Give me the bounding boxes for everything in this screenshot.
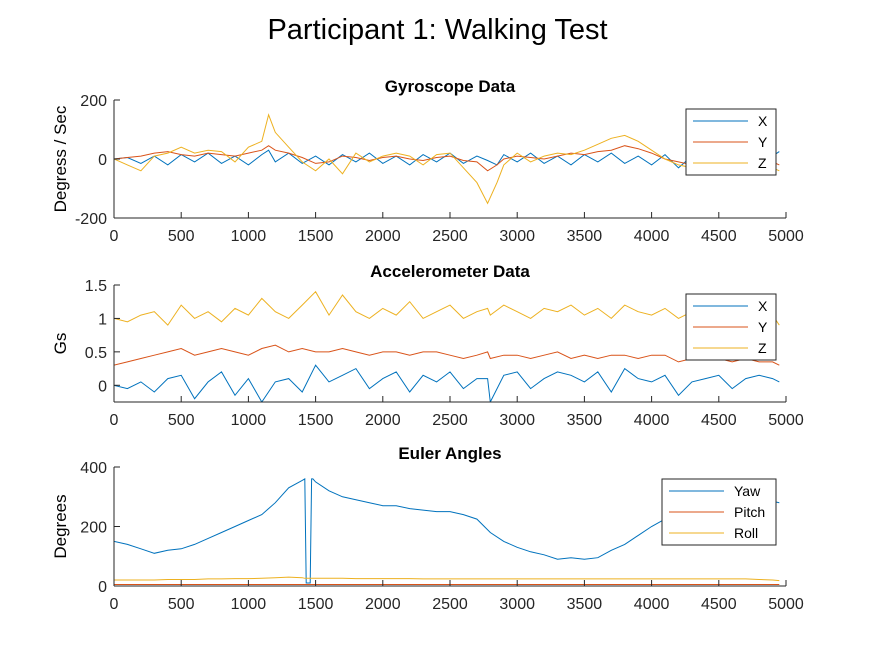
legend-label: X bbox=[758, 298, 768, 314]
axes-3: 0 500 1000 1500 2000 2500 3000 3500 4000 4500 5000… bbox=[51, 444, 804, 613]
x-tick-label: 1500 bbox=[298, 228, 334, 245]
axes-2: 0 500 1000 1500 2000 2500 3000 3500 4000 4500 5000… bbox=[51, 262, 804, 429]
x-tick-label: 2000 bbox=[365, 228, 401, 245]
y-tick-label: 0 bbox=[98, 579, 107, 596]
x-tick-label: 1500 bbox=[298, 412, 334, 429]
x-tick-label: 0 bbox=[110, 228, 119, 245]
x-tick-label: 0 bbox=[110, 412, 119, 429]
x-tick-label: 3000 bbox=[499, 412, 535, 429]
x-tick-label: 3000 bbox=[499, 596, 535, 613]
y-tick-label: 1 bbox=[98, 311, 107, 328]
x-tick-label: 2500 bbox=[432, 596, 468, 613]
x-tick-label: 1000 bbox=[231, 596, 267, 613]
x-tick-label: 4000 bbox=[634, 412, 670, 429]
legend-label: Pitch bbox=[734, 504, 765, 520]
legend: Yaw Pitch Roll bbox=[661, 478, 777, 546]
y-tick-label: -200 bbox=[75, 211, 107, 228]
legend: XYZ bbox=[685, 108, 777, 176]
series-line-y bbox=[114, 344, 780, 366]
x-tick-label: 2000 bbox=[365, 596, 401, 613]
x-tick-label: 3500 bbox=[567, 228, 603, 245]
y-tick-label: 1.5 bbox=[85, 278, 107, 295]
y-tick-label: 0.5 bbox=[85, 345, 107, 362]
y-tick-label: 0 bbox=[98, 152, 107, 169]
legend-label: Roll bbox=[734, 525, 758, 541]
y-tick-label: 0 bbox=[98, 378, 107, 395]
x-tick-label: 3500 bbox=[567, 596, 603, 613]
x-tick-label: 5000 bbox=[768, 228, 804, 245]
x-tick-label: 4500 bbox=[701, 596, 737, 613]
legend-label: X bbox=[758, 113, 768, 129]
legend-label: Y bbox=[758, 319, 768, 335]
y-axis-label: Degrees bbox=[51, 494, 70, 558]
y-axis-label: Gs bbox=[51, 333, 70, 355]
y-tick-label: 400 bbox=[80, 460, 107, 477]
x-tick-label: 3000 bbox=[499, 228, 535, 245]
series-line-y bbox=[114, 145, 780, 172]
y-tick-label: 200 bbox=[80, 93, 107, 110]
x-tick-label: 500 bbox=[168, 596, 195, 613]
x-tick-label: 4000 bbox=[634, 596, 670, 613]
legend-label: Yaw bbox=[734, 483, 761, 499]
axes-1: 0 500 1000 1500 2000 2500 3000 3500 4000 4500 5000… bbox=[51, 77, 804, 245]
legend-label: Y bbox=[758, 134, 768, 150]
axes-title: Gyroscope Data bbox=[385, 77, 516, 96]
x-tick-label: 1000 bbox=[231, 228, 267, 245]
x-tick-label: 2500 bbox=[432, 412, 468, 429]
x-tick-label: 5000 bbox=[768, 596, 804, 613]
legend-label: Z bbox=[758, 155, 767, 171]
x-tick-label: 500 bbox=[168, 412, 195, 429]
axes-title: Accelerometer Data bbox=[370, 262, 530, 281]
x-tick-label: 4500 bbox=[701, 228, 737, 245]
x-tick-label: 2500 bbox=[432, 228, 468, 245]
y-tick-label: 200 bbox=[80, 520, 107, 537]
legend-label: Z bbox=[758, 340, 767, 356]
x-tick-label: 0 bbox=[110, 596, 119, 613]
x-tick-label: 5000 bbox=[768, 412, 804, 429]
x-tick-label: 4500 bbox=[701, 412, 737, 429]
x-tick-label: 4000 bbox=[634, 228, 670, 245]
x-tick-label: 1000 bbox=[231, 412, 267, 429]
x-tick-label: 1500 bbox=[298, 596, 334, 613]
series-line-z bbox=[114, 113, 780, 205]
y-axis-label: Degress / Sec bbox=[51, 105, 70, 212]
series-line-x bbox=[114, 364, 780, 402]
series-line-z bbox=[114, 290, 780, 326]
figure-title: Participant 1: Walking Test bbox=[267, 14, 608, 46]
x-tick-label: 2000 bbox=[365, 412, 401, 429]
legend: XYZ bbox=[685, 293, 777, 361]
x-tick-label: 500 bbox=[168, 228, 195, 245]
axes-title: Euler Angles bbox=[398, 444, 501, 463]
series-line-roll bbox=[114, 576, 780, 582]
x-tick-label: 3500 bbox=[567, 412, 603, 429]
